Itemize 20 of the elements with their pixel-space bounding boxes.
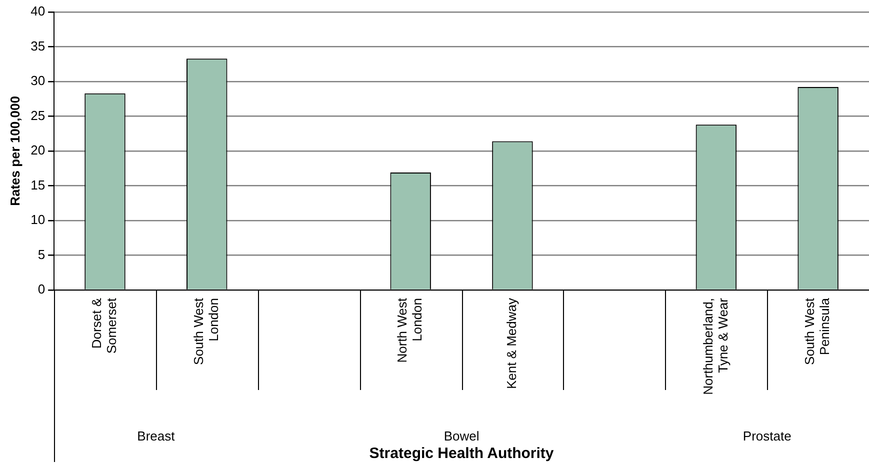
y-tick-label: 15 — [30, 177, 46, 192]
y-tick-label: 40 — [30, 4, 46, 19]
text: Prostate — [742, 428, 792, 444]
x-tick-label: North West London — [394, 298, 425, 363]
y-tick-label: 30 — [30, 73, 46, 88]
x-tick-label: Kent & Medway — [504, 298, 520, 390]
x-tick-label: South West London — [190, 298, 221, 365]
x-tick-label: Northumberland, Tyne & Wear — [700, 297, 730, 395]
y-tick-label: 25 — [30, 108, 46, 123]
x-tick-label: Dorset & Somerset — [89, 298, 120, 354]
y-tick-label: 10 — [30, 212, 46, 228]
text: Bowel — [444, 428, 480, 444]
x-tick-label: South West Peninsula — [802, 297, 832, 365]
x-axis-title: Strategic Health Authority — [369, 445, 554, 462]
text: Breast — [137, 428, 176, 444]
y-tick-label: 35 — [30, 38, 46, 54]
y-tick-label: 0 — [38, 282, 46, 297]
y-tick-label: 20 — [30, 142, 46, 158]
y-tick-label: 5 — [38, 246, 46, 262]
y-axis-title: Rates per 100,000 — [7, 96, 22, 206]
